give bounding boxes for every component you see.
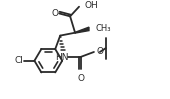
Text: O: O	[78, 74, 84, 83]
Text: HN: HN	[55, 53, 69, 62]
Text: CH₃: CH₃	[96, 24, 111, 33]
Text: O: O	[52, 9, 59, 18]
Polygon shape	[75, 27, 89, 33]
Text: OH: OH	[84, 1, 98, 10]
Text: Cl: Cl	[14, 56, 23, 65]
Text: O: O	[97, 47, 104, 56]
